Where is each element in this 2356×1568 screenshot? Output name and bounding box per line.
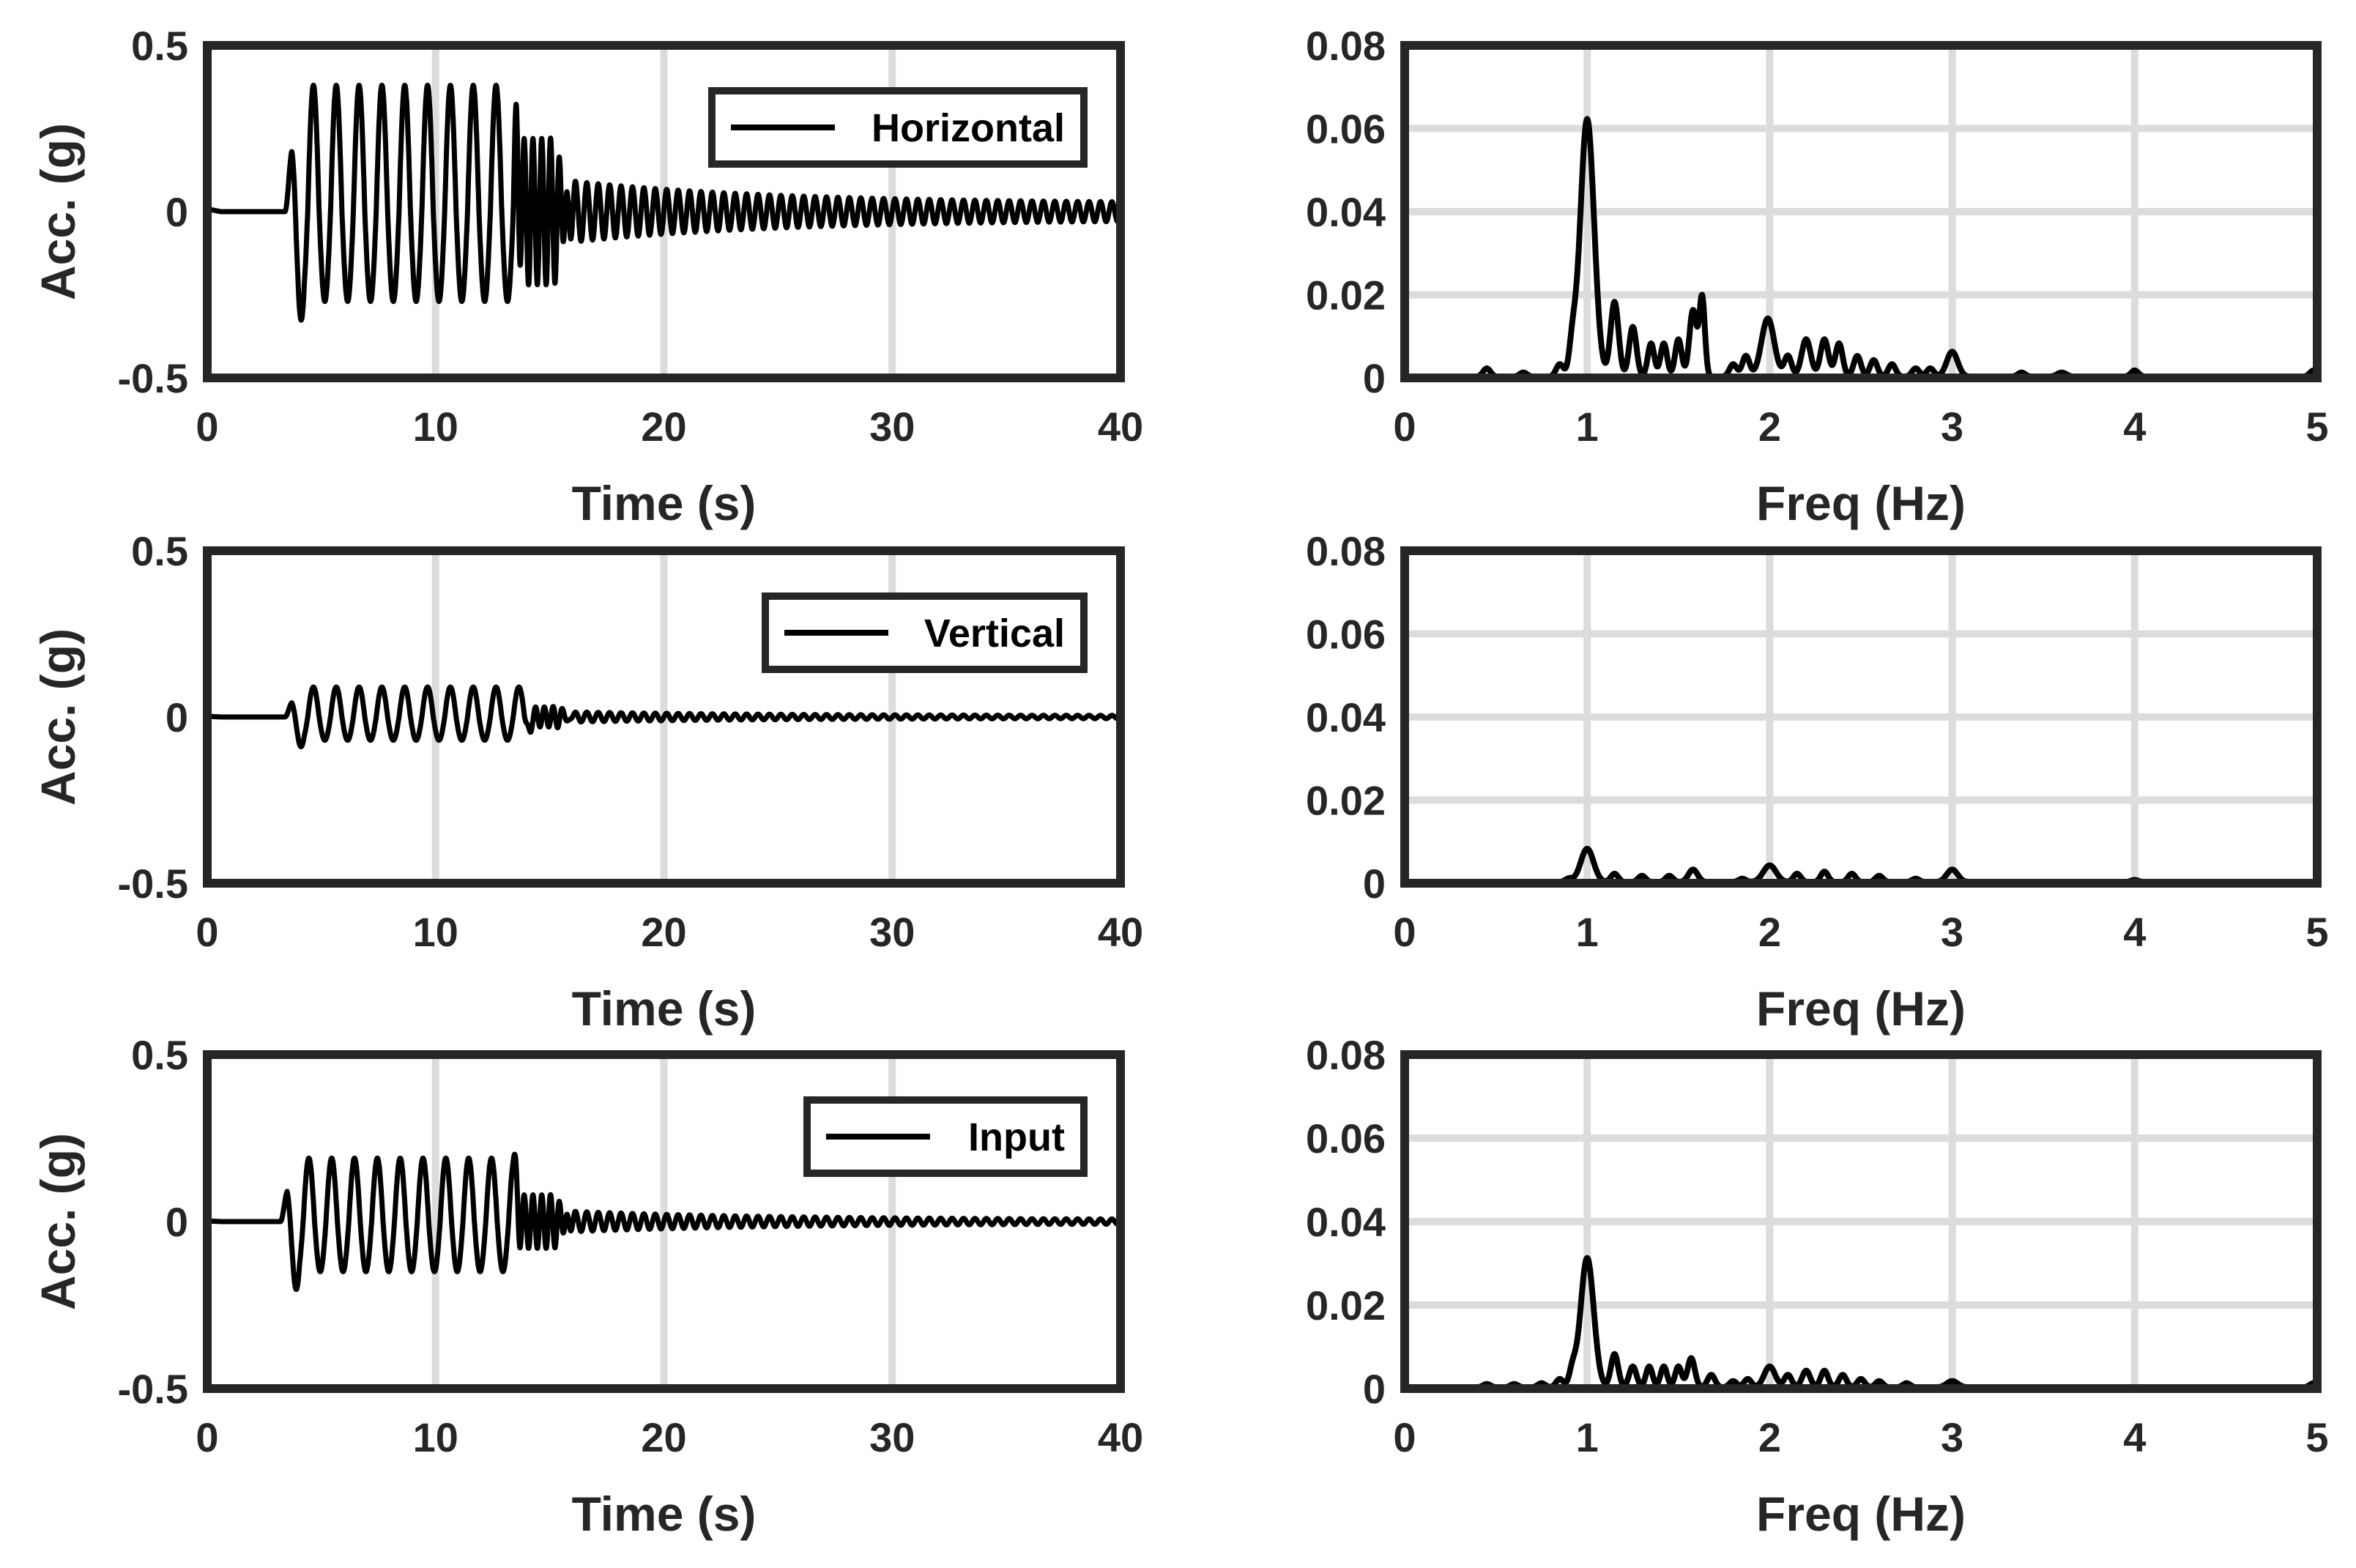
spectrum-line [1405,1255,2317,1389]
y-tick-label: 0.06 [1306,612,1386,658]
x-tick-label: 30 [869,1414,915,1460]
y-tick-label: -0.5 [118,861,189,907]
y-tick-label: -0.5 [118,1366,189,1412]
y-axis-label: Acc. (g) [31,628,85,806]
x-tick-label: 5 [2305,404,2328,450]
x-tick-label: 3 [1941,1414,1963,1460]
legend-label: Input [968,1115,1065,1159]
x-tick-label: 10 [413,404,458,450]
y-tick-label: 0.04 [1306,1199,1386,1245]
x-tick-label: 20 [641,404,686,450]
x-tick-label: 5 [2305,909,2328,955]
y-tick-label: 0.08 [1306,23,1386,69]
x-tick-label: 4 [2123,1414,2146,1460]
x-axis-label: Freq (Hz) [1756,1487,1966,1541]
x-tick-label: 2 [1758,909,1781,955]
y-tick-label: 0.5 [131,1032,188,1078]
axes-frame [203,1050,1125,1393]
x-tick-label: 40 [1098,909,1143,955]
y-tick-label: 0 [1363,1366,1386,1412]
y-axis-label: Acc. (g) [31,123,85,300]
y-tick-label: 0 [1363,355,1386,401]
spectrum-line [1405,116,2317,378]
legend-label: Vertical [924,612,1065,655]
series-line-input [207,1151,1121,1293]
x-tick-label: 40 [1098,404,1143,450]
axes-frame [1400,1050,2322,1393]
x-tick-label: 30 [869,404,915,450]
x-tick-label: 30 [869,909,915,955]
axes-frame [203,41,1125,382]
y-tick-label: 0.08 [1306,1032,1386,1078]
x-tick-label: 10 [413,909,458,955]
y-tick-label: 0.02 [1306,272,1386,319]
y-tick-label: 0.02 [1306,1282,1386,1329]
x-tick-label: 1 [1576,404,1599,450]
y-tick-label: 0 [166,694,188,740]
y-tick-label: 0.06 [1306,1115,1386,1162]
y-tick-label: 0 [166,1199,188,1245]
legend: Horizontal [708,87,1088,168]
y-tick-label: 0.08 [1306,528,1386,574]
legend: Vertical [762,592,1088,673]
x-tick-label: 0 [1393,1414,1416,1460]
x-tick-label: 4 [2123,909,2146,955]
axes-frame [1400,41,2322,382]
axes-frame [1400,546,2322,888]
x-axis-label: Time (s) [572,981,757,1036]
legend-label: Horizontal [872,106,1065,150]
panel-input-spectrum: 0 1 2 3 4 5 0 0.02 0.04 0.06 0.08 Freq (Hz) [1306,1032,2329,1541]
y-tick-label: 0.5 [131,23,188,69]
x-tick-label: 0 [1393,909,1416,955]
x-tick-label: 0 [196,404,218,450]
x-axis-label: Freq (Hz) [1756,476,1966,530]
y-tick-label: 0.06 [1306,106,1386,152]
x-tick-label: 5 [2305,1414,2328,1460]
spectrum-line [1405,845,2317,883]
x-tick-label: 40 [1098,1414,1143,1460]
x-axis-label: Freq (Hz) [1756,981,1966,1036]
x-axis-label: Time (s) [572,1487,757,1541]
series-line-vertical [207,684,1121,750]
y-tick-label: 0.04 [1306,694,1386,740]
x-tick-label: 1 [1576,909,1599,955]
y-tick-label: 0.04 [1306,189,1386,235]
x-tick-label: 4 [2123,404,2146,450]
axes-frame [203,546,1125,888]
y-tick-label: 0.5 [131,528,188,574]
x-axis-label: Time (s) [572,476,757,530]
x-tick-label: 2 [1758,404,1781,450]
y-tick-label: 0 [166,189,188,235]
x-tick-label: 3 [1941,909,1963,955]
x-tick-label: 0 [196,909,218,955]
x-tick-label: 2 [1758,1414,1781,1460]
series-line-horizontal [207,83,1121,323]
y-tick-label: 0.02 [1306,778,1386,824]
x-tick-label: 20 [641,909,686,955]
y-tick-label: -0.5 [118,355,189,401]
y-axis-label: Acc. (g) [31,1133,85,1310]
x-tick-label: 0 [1393,404,1416,450]
y-tick-label: 0 [1363,861,1386,907]
x-tick-label: 20 [641,1414,686,1460]
x-tick-label: 3 [1941,404,1963,450]
panel-vertical-spectrum: 0 1 2 3 4 5 0 0.02 0.04 0.06 0.08 Freq (Hz) [1306,528,2329,1036]
x-tick-label: 0 [196,1414,218,1460]
panel-horizontal-spectrum: 0 1 2 3 4 5 0 0.02 0.04 0.06 0.08 Freq (Hz) [1306,23,2329,530]
x-tick-label: 10 [413,1414,458,1460]
x-tick-label: 1 [1576,1414,1599,1460]
legend: Input [803,1096,1088,1177]
